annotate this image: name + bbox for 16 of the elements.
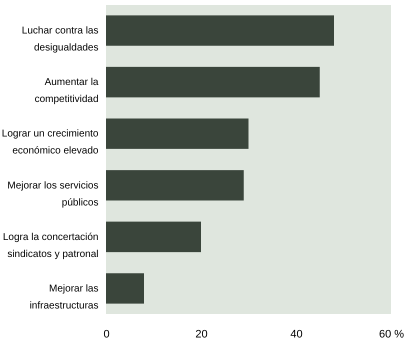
bar — [106, 66, 320, 98]
bar — [106, 118, 248, 149]
y-tick-label: Luchar contra las desigualdades — [22, 26, 98, 54]
x-tick-label: 40 — [290, 328, 303, 340]
bar — [106, 15, 334, 46]
x-tick-label: 0 — [103, 328, 110, 340]
x-tick-label: 20 — [195, 328, 208, 340]
x-tick-label: 60 % — [378, 328, 404, 340]
y-tick-label: Aumentar la competitividad — [34, 77, 99, 106]
y-tick-label: Mejorar las infraestructuras — [30, 283, 98, 312]
bar — [106, 222, 201, 252]
y-tick-label: Lograr un crecimiento económico elevado — [2, 128, 99, 157]
bar — [106, 170, 244, 201]
bar — [106, 273, 144, 304]
y-tick-label: Mejorar los servicios públicos — [7, 180, 98, 208]
y-tick-label: Logra la concertación sindicatos y patronal — [2, 232, 98, 260]
